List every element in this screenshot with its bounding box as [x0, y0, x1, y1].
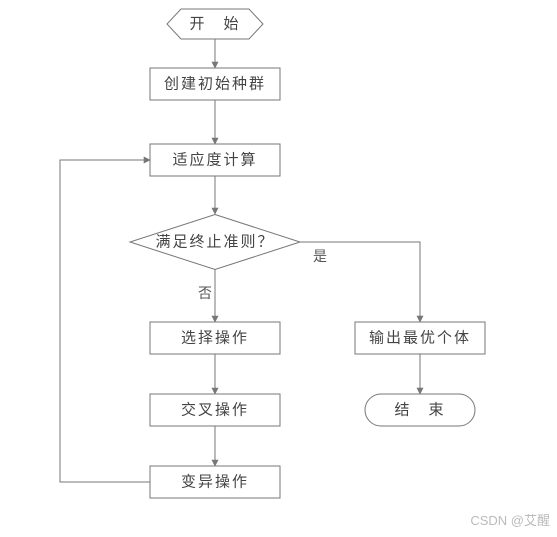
nodes-layer: 开 始创建初始种群适应度计算满足终止准则？ 选择操作交叉操作变异操作 输出最优个体结… — [130, 9, 485, 498]
node-label-init: 创建初始种群 — [164, 75, 266, 92]
node-end: 结 束 — [365, 394, 475, 426]
node-fitness: 适应度计算 — [150, 144, 280, 176]
edge-label-decision-output: 是 — [313, 250, 327, 265]
node-crossover: 交叉操作 — [150, 394, 280, 426]
node-label-output: 输出最优个体 — [369, 329, 471, 346]
node-start: 开 始 — [167, 9, 263, 39]
node-decision: 满足终止准则？ — [130, 215, 300, 270]
edge-label-decision-select: 否 — [198, 287, 212, 302]
node-label-mutation: 变异操作 — [181, 473, 249, 490]
node-label-fitness: 适应度计算 — [172, 150, 257, 168]
node-label-select: 选择操作 — [181, 329, 249, 346]
node-mutation: 变异操作 — [150, 466, 280, 498]
node-select: 选择操作 — [150, 322, 280, 354]
node-label-start: 开 始 — [189, 15, 240, 32]
edge-mutation-fitness — [60, 160, 150, 482]
node-label-decision: 满足终止准则？ — [155, 233, 274, 250]
watermark-text: CSDN @艾醒 — [470, 513, 550, 528]
node-label-end: 结 束 — [394, 401, 445, 418]
node-output: 输出最优个体 — [355, 322, 485, 354]
node-label-crossover: 交叉操作 — [181, 400, 249, 418]
node-init: 创建初始种群 — [150, 68, 280, 100]
